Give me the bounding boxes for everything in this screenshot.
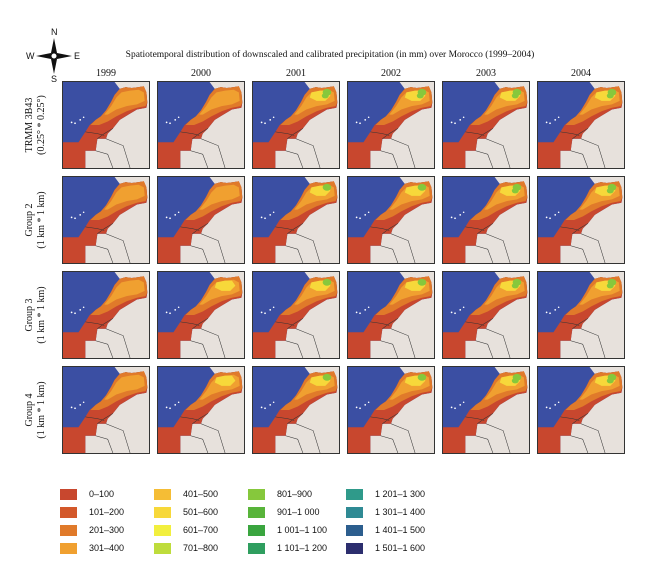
row-label-line1: TRMM 3B43 [24, 97, 35, 153]
legend-swatch [346, 507, 363, 518]
legend-label: 901–1 000 [277, 507, 320, 517]
legend-swatch [60, 525, 77, 536]
map-panel-r1-2000 [157, 81, 245, 169]
legend-label: 401–500 [183, 489, 219, 499]
year-label-1999: 1999 [96, 68, 116, 79]
row-label-3: Group 3 (1 km * 1 km) [24, 267, 48, 363]
year-label-2003: 2003 [476, 68, 496, 79]
row-label-line1: Group 3 [24, 298, 35, 332]
map-panel-r2-1999 [62, 176, 150, 264]
legend-swatch [60, 543, 77, 554]
legend-label: 501–600 [183, 507, 219, 517]
legend-swatch [248, 543, 265, 554]
map-panel-r4-2001 [252, 366, 340, 454]
legend-swatch [154, 507, 171, 518]
map-panel-r1-2002 [347, 81, 435, 169]
legend-label: 101–200 [89, 507, 125, 517]
legend-label: 701–800 [183, 543, 219, 553]
map-panel-r3-2003 [442, 271, 530, 359]
map-panel-r1-2001 [252, 81, 340, 169]
map-panel-r2-2000 [157, 176, 245, 264]
year-label-2001: 2001 [286, 68, 306, 79]
map-panel-r3-2001 [252, 271, 340, 359]
legend-label: 1 301–1 400 [375, 507, 426, 517]
map-panel-r2-2002 [347, 176, 435, 264]
legend-swatch [346, 525, 363, 536]
row-label-line2: (0.25° * 0.25°) [36, 95, 47, 155]
compass-e: E [74, 51, 81, 61]
map-panel-r1-1999 [62, 81, 150, 169]
legend-swatch [346, 543, 363, 554]
legend-label: 1 101–1 200 [277, 543, 328, 553]
map-panel-r3-2000 [157, 271, 245, 359]
compass-star-icon [36, 38, 72, 74]
legend-swatch [154, 489, 171, 500]
map-panel-r2-2004 [537, 176, 625, 264]
row-label-4: Group 4 (1 km * 1 km) [24, 362, 48, 458]
legend-label: 201–300 [89, 525, 125, 535]
legend-label: 301–400 [89, 543, 125, 553]
map-panel-r1-2004 [537, 81, 625, 169]
legend-label: 801–900 [277, 489, 313, 499]
row-label-line2: (1 km * 1 km) [36, 381, 47, 439]
map-title: Spatiotemporal distribution of downscale… [125, 50, 535, 60]
map-panel-r4-2002 [347, 366, 435, 454]
row-label-line2: (1 km * 1 km) [36, 286, 47, 344]
map-panel-r3-2002 [347, 271, 435, 359]
map-panel-r2-2001 [252, 176, 340, 264]
legend-swatch [60, 489, 77, 500]
legend-swatch [248, 489, 265, 500]
map-panel-r4-2003 [442, 366, 530, 454]
row-label-2: Group 2 (1 km * 1 km) [24, 172, 48, 268]
map-panel-r3-2004 [537, 271, 625, 359]
legend-label: 1 001–1 100 [277, 525, 328, 535]
map-panel-r4-1999 [62, 366, 150, 454]
legend-swatch [60, 507, 77, 518]
year-label-2004: 2004 [571, 68, 591, 79]
compass-n: N [51, 27, 58, 37]
row-label-line1: Group 2 [24, 203, 35, 237]
map-panel-r2-2003 [442, 176, 530, 264]
legend-label: 601–700 [183, 525, 219, 535]
map-panel-r1-2003 [442, 81, 530, 169]
compass-rose: N S W E [26, 27, 81, 84]
legend-label: 1 501–1 600 [375, 543, 426, 553]
year-label-2002: 2002 [381, 68, 401, 79]
compass-w: W [26, 51, 35, 61]
legend-label: 0–100 [89, 489, 115, 499]
legend-label: 1 201–1 300 [375, 489, 426, 499]
legend-label: 1 401–1 500 [375, 525, 426, 535]
row-label-1: TRMM 3B43 (0.25° * 0.25°) [24, 77, 48, 173]
legend-swatch [346, 489, 363, 500]
legend-swatch [248, 507, 265, 518]
year-label-2000: 2000 [191, 68, 211, 79]
map-panel-r3-1999 [62, 271, 150, 359]
row-label-line1: Group 4 [24, 393, 35, 427]
legend-swatch [154, 543, 171, 554]
legend-swatch [154, 525, 171, 536]
row-label-line2: (1 km * 1 km) [36, 191, 47, 249]
legend-swatch [248, 525, 265, 536]
map-panel-r4-2000 [157, 366, 245, 454]
map-panel-r4-2004 [537, 366, 625, 454]
compass-s: S [51, 74, 58, 84]
